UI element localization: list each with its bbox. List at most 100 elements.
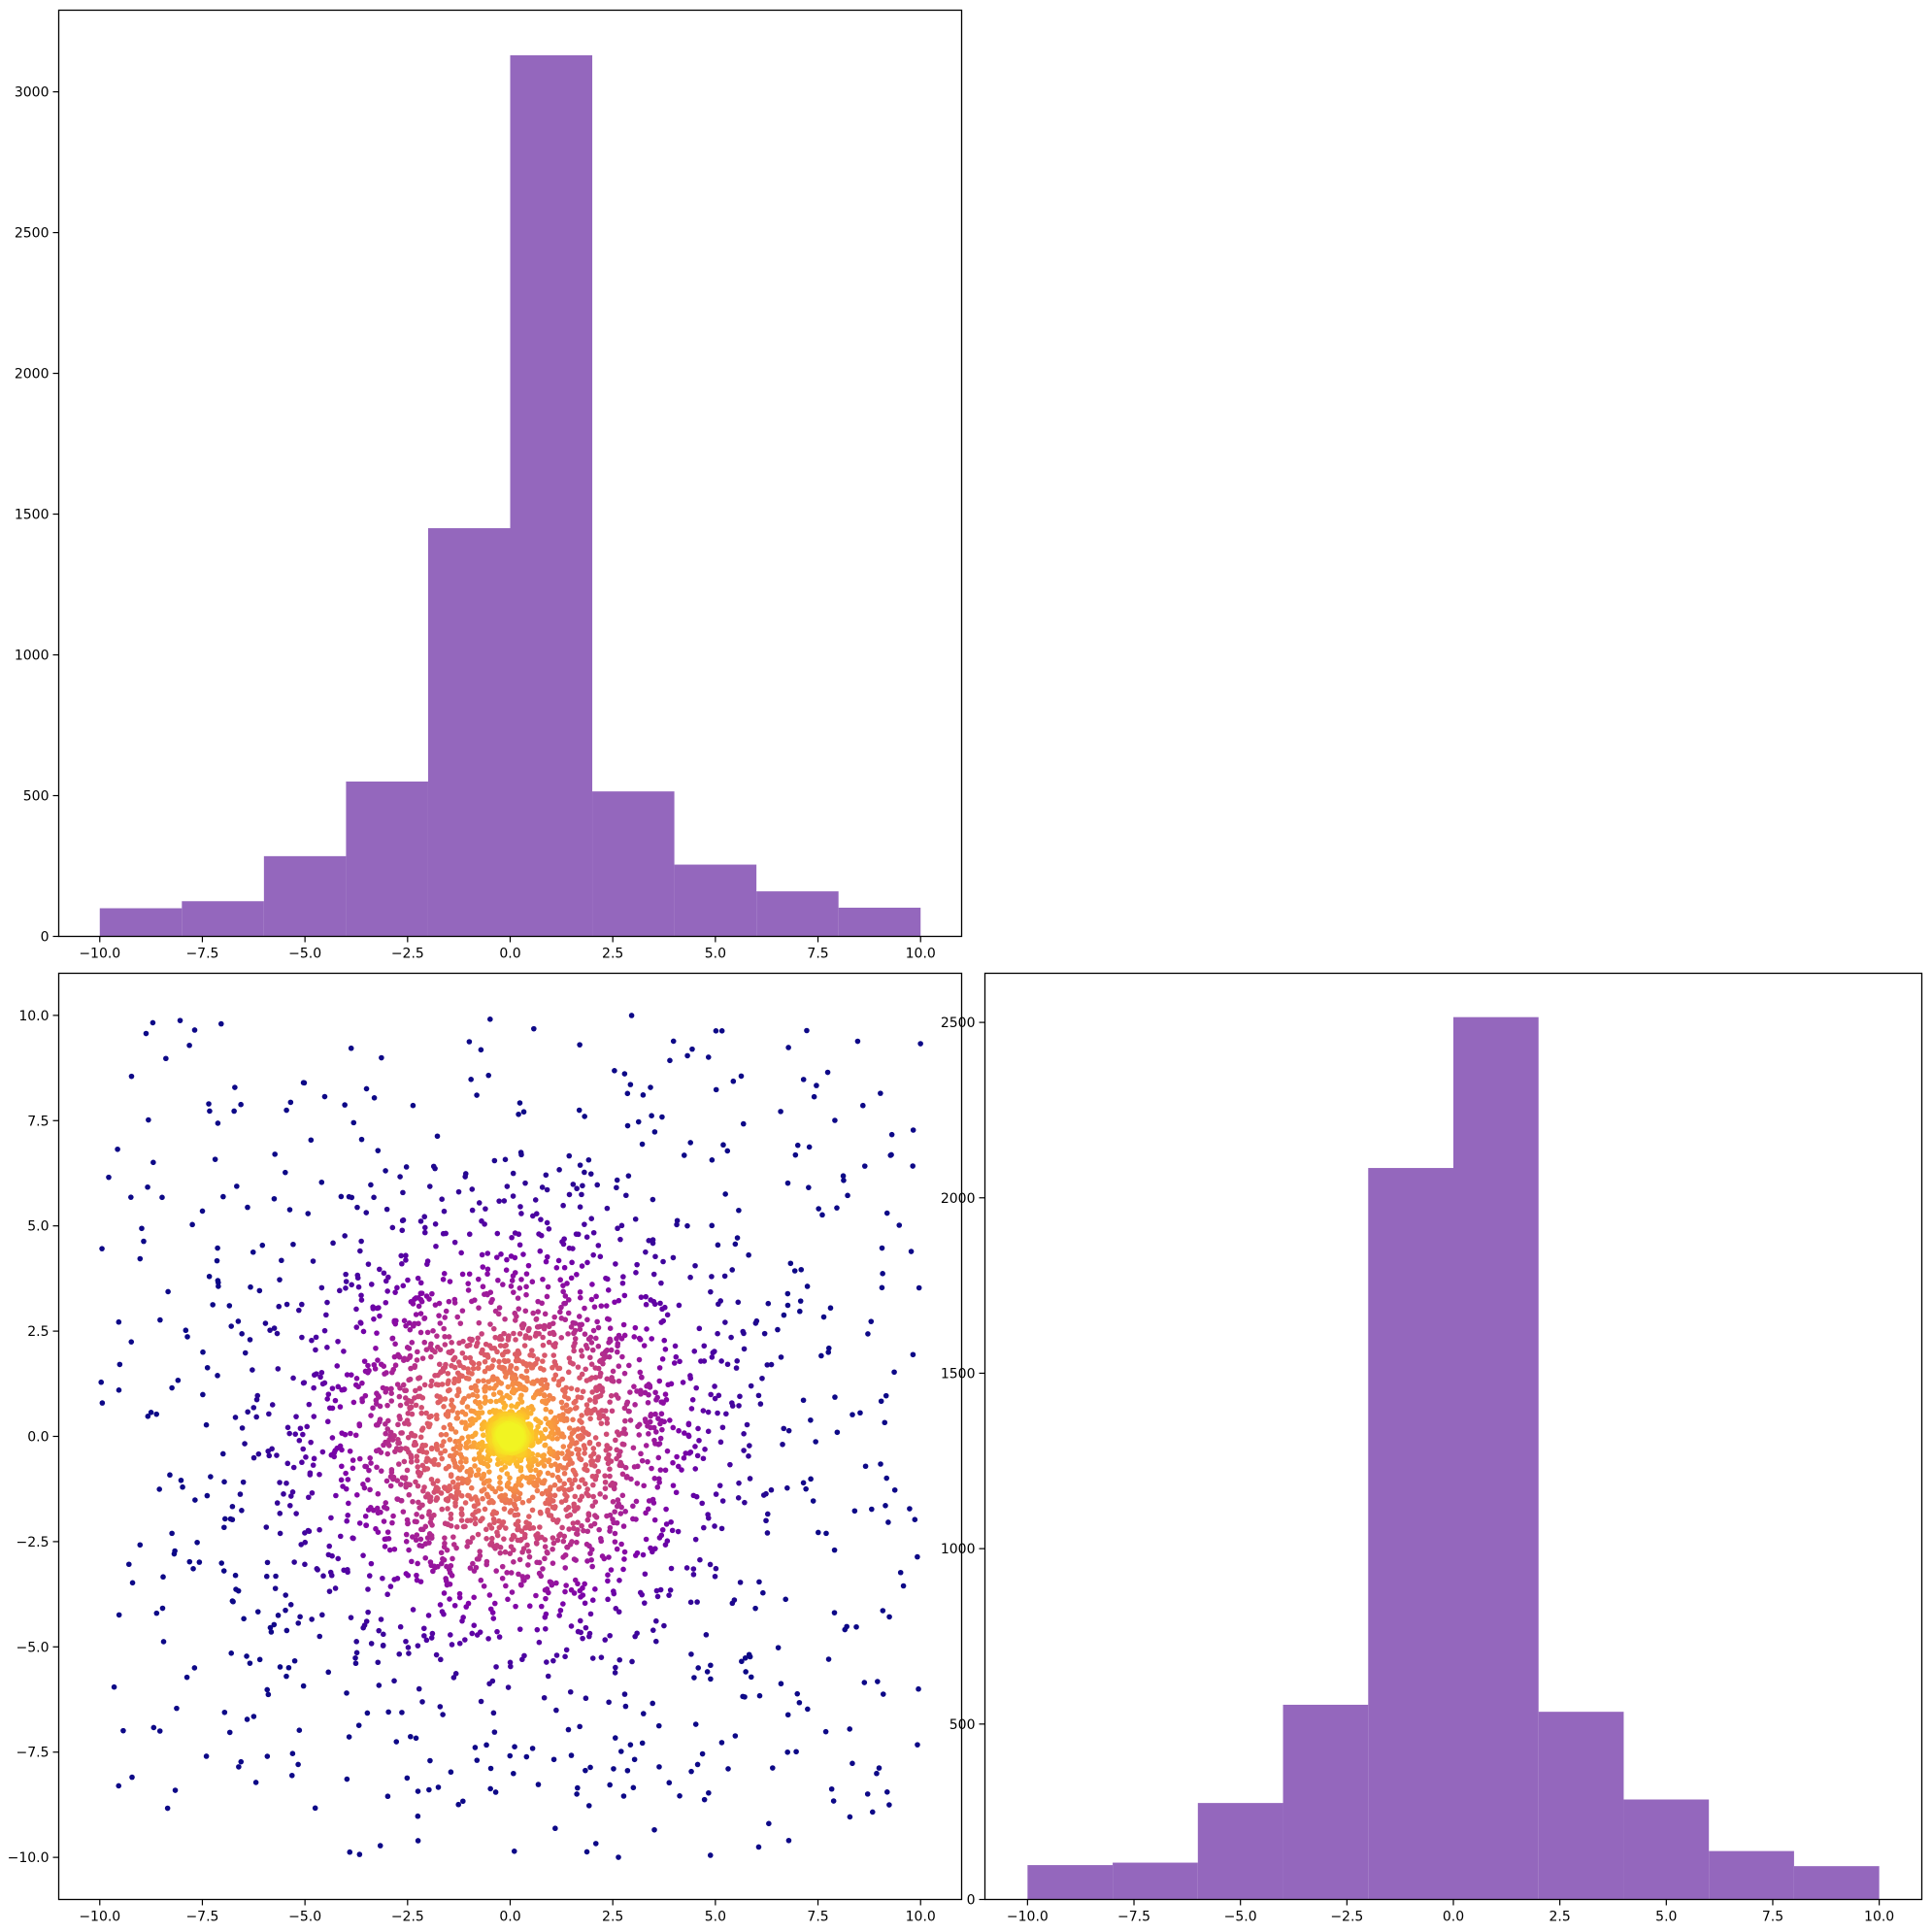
scatter-point xyxy=(238,1758,245,1765)
scatter-point xyxy=(244,1653,250,1659)
scatter-point xyxy=(368,1413,374,1418)
scatter-point xyxy=(588,1296,595,1303)
scatter-point xyxy=(460,1798,466,1805)
scatter-point xyxy=(477,1399,483,1406)
scatter-point xyxy=(365,1586,371,1592)
scatter-point xyxy=(281,1491,286,1497)
scatter-point xyxy=(792,1151,799,1158)
scatter-point xyxy=(516,1495,522,1502)
scatter-point xyxy=(439,1455,446,1462)
scatter-point xyxy=(526,1335,533,1341)
scatter-point xyxy=(582,1450,587,1456)
scatter-point xyxy=(543,1258,550,1265)
scatter-point xyxy=(361,1358,368,1364)
scatter-point xyxy=(623,1475,630,1481)
scatter-point xyxy=(511,1770,516,1777)
scatter-point xyxy=(527,1352,533,1358)
scatter-point xyxy=(542,1352,548,1358)
scatter-point xyxy=(583,1624,589,1631)
scatter-point xyxy=(431,1456,438,1463)
scatter-point xyxy=(865,1331,871,1337)
scatter-point xyxy=(594,1457,601,1463)
scatter-point xyxy=(403,1539,410,1545)
scatter-point xyxy=(150,1724,157,1731)
scatter-point xyxy=(410,1102,416,1109)
scatter-point xyxy=(572,1493,579,1500)
scatter-point xyxy=(341,1349,347,1354)
scatter-point xyxy=(576,1314,583,1319)
scatter-point xyxy=(456,1590,463,1597)
scatter-point xyxy=(531,1025,537,1032)
scatter-point xyxy=(849,1760,855,1767)
scatter-point xyxy=(571,1343,577,1349)
scatter-point xyxy=(560,1282,566,1288)
scatter-point xyxy=(520,1251,526,1257)
scatter-point xyxy=(842,1626,849,1633)
scatter-point xyxy=(538,1216,544,1222)
scatter-point xyxy=(565,1310,572,1316)
scatter-point xyxy=(647,1418,653,1425)
scatter-point xyxy=(674,1221,680,1228)
scatter-point xyxy=(598,1420,605,1426)
scatter-point xyxy=(486,1592,493,1598)
scatter-point xyxy=(482,1506,488,1513)
scatter-point xyxy=(495,1311,502,1317)
scatter-point xyxy=(453,1523,460,1530)
scatter-point xyxy=(428,1635,435,1641)
scatter-point xyxy=(504,1570,510,1576)
scatter-point xyxy=(482,1388,488,1394)
scatter-point xyxy=(562,1551,569,1558)
scatter-point xyxy=(607,1466,613,1472)
scatter-point xyxy=(413,1312,419,1317)
scatter-point xyxy=(583,1541,590,1548)
scatter-point xyxy=(163,1055,169,1062)
scatter-point xyxy=(357,1320,364,1326)
scatter-point xyxy=(825,1349,832,1355)
scatter-point xyxy=(878,1398,884,1405)
scatter-point xyxy=(738,1073,745,1080)
scatter-point xyxy=(613,1392,619,1398)
scatter-point xyxy=(374,1505,381,1512)
scatter-point xyxy=(516,1331,523,1337)
scatter-point xyxy=(358,1292,364,1299)
scatter-point xyxy=(813,1439,818,1445)
scatter-point xyxy=(423,1449,430,1455)
scatter-point xyxy=(879,1245,885,1251)
scatter-point xyxy=(646,1431,651,1437)
scatter-point xyxy=(785,1045,791,1050)
scatter-point xyxy=(219,1450,226,1457)
scatter-point xyxy=(539,1398,546,1405)
scatter-point xyxy=(580,1592,586,1598)
scatter-point xyxy=(250,1405,257,1411)
scatter-point xyxy=(701,1796,708,1803)
scatter-point xyxy=(153,1411,160,1417)
scatter-point xyxy=(729,1400,735,1406)
scatter-point xyxy=(397,1623,404,1630)
scatter-point xyxy=(319,1449,326,1455)
scatter-point xyxy=(710,1349,716,1356)
scatter-point xyxy=(248,1283,253,1290)
scatter-point xyxy=(765,1300,772,1307)
scatter-point xyxy=(481,1486,487,1492)
scatter-point xyxy=(311,1384,316,1391)
scatter-point xyxy=(291,1657,298,1664)
scatter-point xyxy=(696,1325,703,1332)
scatter-point xyxy=(455,1482,461,1487)
scatter-point xyxy=(562,1565,569,1571)
scatter-point xyxy=(681,1455,687,1461)
scatter-point xyxy=(650,1240,656,1247)
scatter-point xyxy=(396,1353,403,1360)
scatter-point xyxy=(416,1303,422,1310)
scatter-point xyxy=(324,1418,331,1425)
scatter-point xyxy=(483,1535,489,1542)
scatter-point xyxy=(603,1303,610,1309)
scatter-point xyxy=(512,1317,518,1323)
scatter-point xyxy=(639,1457,646,1464)
scatter-point xyxy=(415,1788,421,1794)
scatter-point xyxy=(360,1328,367,1335)
scatter-point xyxy=(508,1508,515,1514)
scatter-point xyxy=(718,1028,725,1034)
scatter-point xyxy=(311,1455,317,1462)
scatter-point xyxy=(494,1628,500,1635)
scatter-point xyxy=(343,1279,350,1284)
